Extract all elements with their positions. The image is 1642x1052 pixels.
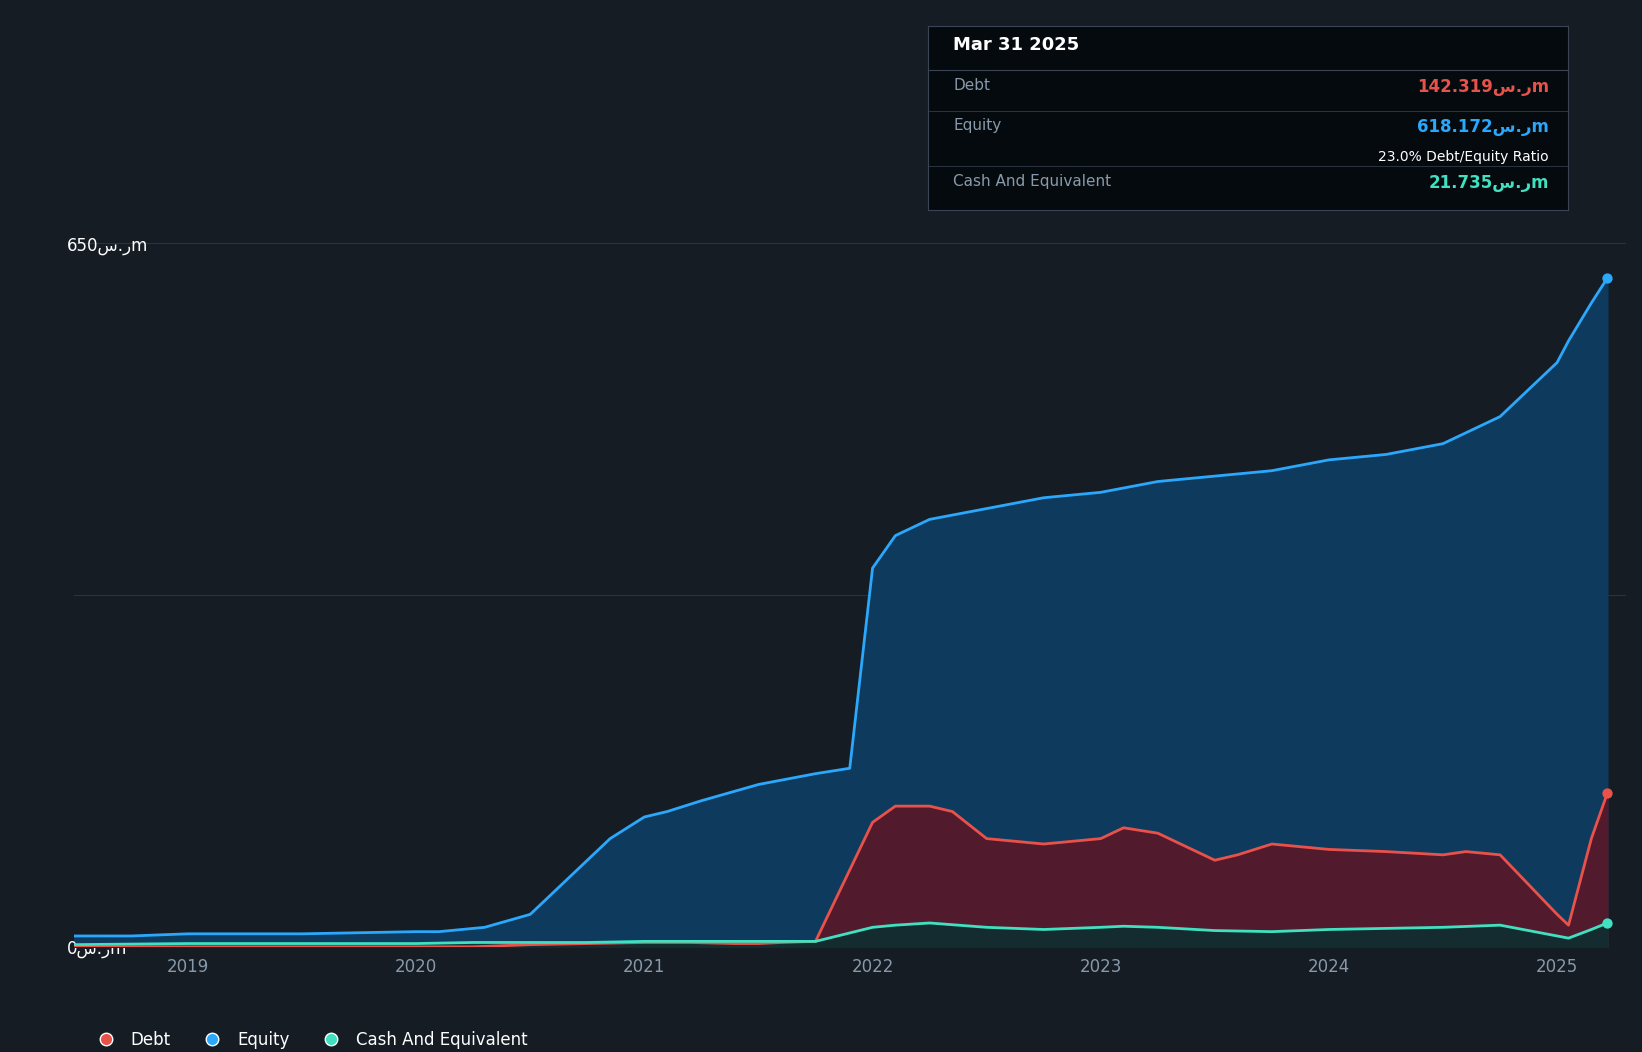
- Text: 618.172س.رm: 618.172س.رm: [1417, 118, 1548, 137]
- Text: Mar 31 2025: Mar 31 2025: [954, 36, 1079, 54]
- Point: [1594, 785, 1621, 802]
- Text: 142.319س.رm: 142.319س.رm: [1417, 78, 1548, 96]
- Point: [1594, 914, 1621, 931]
- Point: [1594, 269, 1621, 286]
- Text: Equity: Equity: [954, 118, 1002, 134]
- Text: 21.735س.رm: 21.735س.رm: [1429, 174, 1548, 191]
- Text: 23.0% Debt/Equity Ratio: 23.0% Debt/Equity Ratio: [1378, 149, 1548, 164]
- Legend: Debt, Equity, Cash And Equivalent: Debt, Equity, Cash And Equivalent: [82, 1025, 535, 1052]
- Text: Debt: Debt: [954, 78, 990, 93]
- Text: Cash And Equivalent: Cash And Equivalent: [954, 174, 1112, 188]
